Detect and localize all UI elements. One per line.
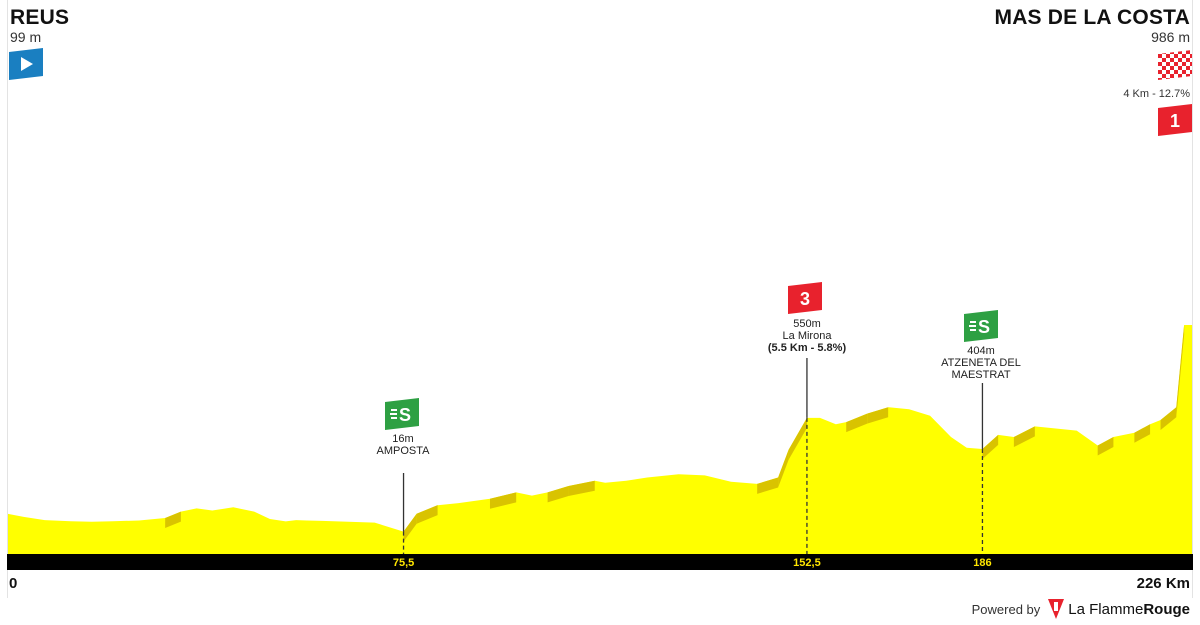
finish-altitude: 986 m (1151, 29, 1190, 45)
climb-shade (867, 407, 889, 424)
sprint-name-line-1: ATZENETA DEL (941, 357, 1021, 369)
finish-climb-info: 4 Km - 12.7% (1123, 88, 1190, 100)
axis-start-label: 0 (9, 575, 18, 592)
climb-shade (1176, 325, 1185, 418)
sprint-amposta-label: 16m AMPOSTA (377, 433, 430, 457)
climb-shade (1134, 424, 1151, 443)
sprint-atzeneta-label: 404m ATZENETA DEL MAESTRAT (941, 345, 1021, 381)
climb-name: La Mirona (782, 330, 832, 342)
climb-shade (1097, 437, 1114, 456)
climb-shade (568, 480, 595, 497)
climb-shade (1013, 426, 1035, 448)
climb-shade (982, 434, 999, 459)
climb-detail: (5.5 Km - 5.8%) (767, 342, 847, 354)
chart-frame (7, 0, 1193, 598)
axis-end-label: 226 Km (1136, 575, 1190, 592)
category-3-icon: 3 (788, 282, 822, 314)
sprint-icon: S (385, 398, 419, 430)
climb-shade (778, 449, 789, 488)
climb-altitude: 550m (793, 318, 821, 330)
brand-name: La FlammeRouge (1068, 600, 1190, 618)
axis-marker-label: 152,5 (793, 557, 821, 569)
start-town: REUS (10, 6, 70, 29)
climb-shade (788, 417, 807, 460)
powered-by[interactable]: Powered by La FlammeRouge (972, 598, 1190, 620)
climb-shade (403, 513, 417, 542)
checkered-finish-icon (1158, 50, 1192, 80)
climb-la-mirona-label: 550m La Mirona (5.5 Km - 5.8%) (768, 318, 846, 354)
profile-area (8, 325, 1192, 554)
sprint-icon: S (964, 310, 998, 342)
start-arrow-icon (9, 48, 43, 80)
climb-shade (757, 477, 779, 494)
climb-shade (846, 413, 868, 433)
axis-band (7, 554, 1193, 570)
category-1-icon: 1 (1158, 104, 1192, 136)
climb-shade (416, 505, 438, 524)
climb-shade (547, 486, 569, 503)
sprint-altitude: 404m (967, 345, 995, 357)
start-altitude: 99 m (10, 29, 42, 45)
sprint-altitude: 16m (392, 433, 414, 445)
flame-rouge-icon (1048, 599, 1065, 619)
powered-by-text: Powered by (971, 601, 1041, 617)
climb-shade (489, 492, 517, 509)
sprint-name: AMPOSTA (376, 445, 430, 457)
axis-marker-label: 75,5 (393, 557, 414, 569)
svg-text:S: S (978, 317, 990, 337)
svg-text:3: 3 (800, 289, 810, 309)
brand-logo: La FlammeRouge (1048, 599, 1190, 619)
finish-town: MAS DE LA COSTA (994, 6, 1190, 29)
svg-text:S: S (399, 405, 411, 425)
svg-text:1: 1 (1170, 111, 1180, 131)
climb-shade (1160, 407, 1177, 430)
axis-marker-label: 186 (973, 557, 991, 569)
sprint-name-line-2: MAESTRAT (951, 369, 1011, 381)
climb-shade (165, 511, 181, 528)
